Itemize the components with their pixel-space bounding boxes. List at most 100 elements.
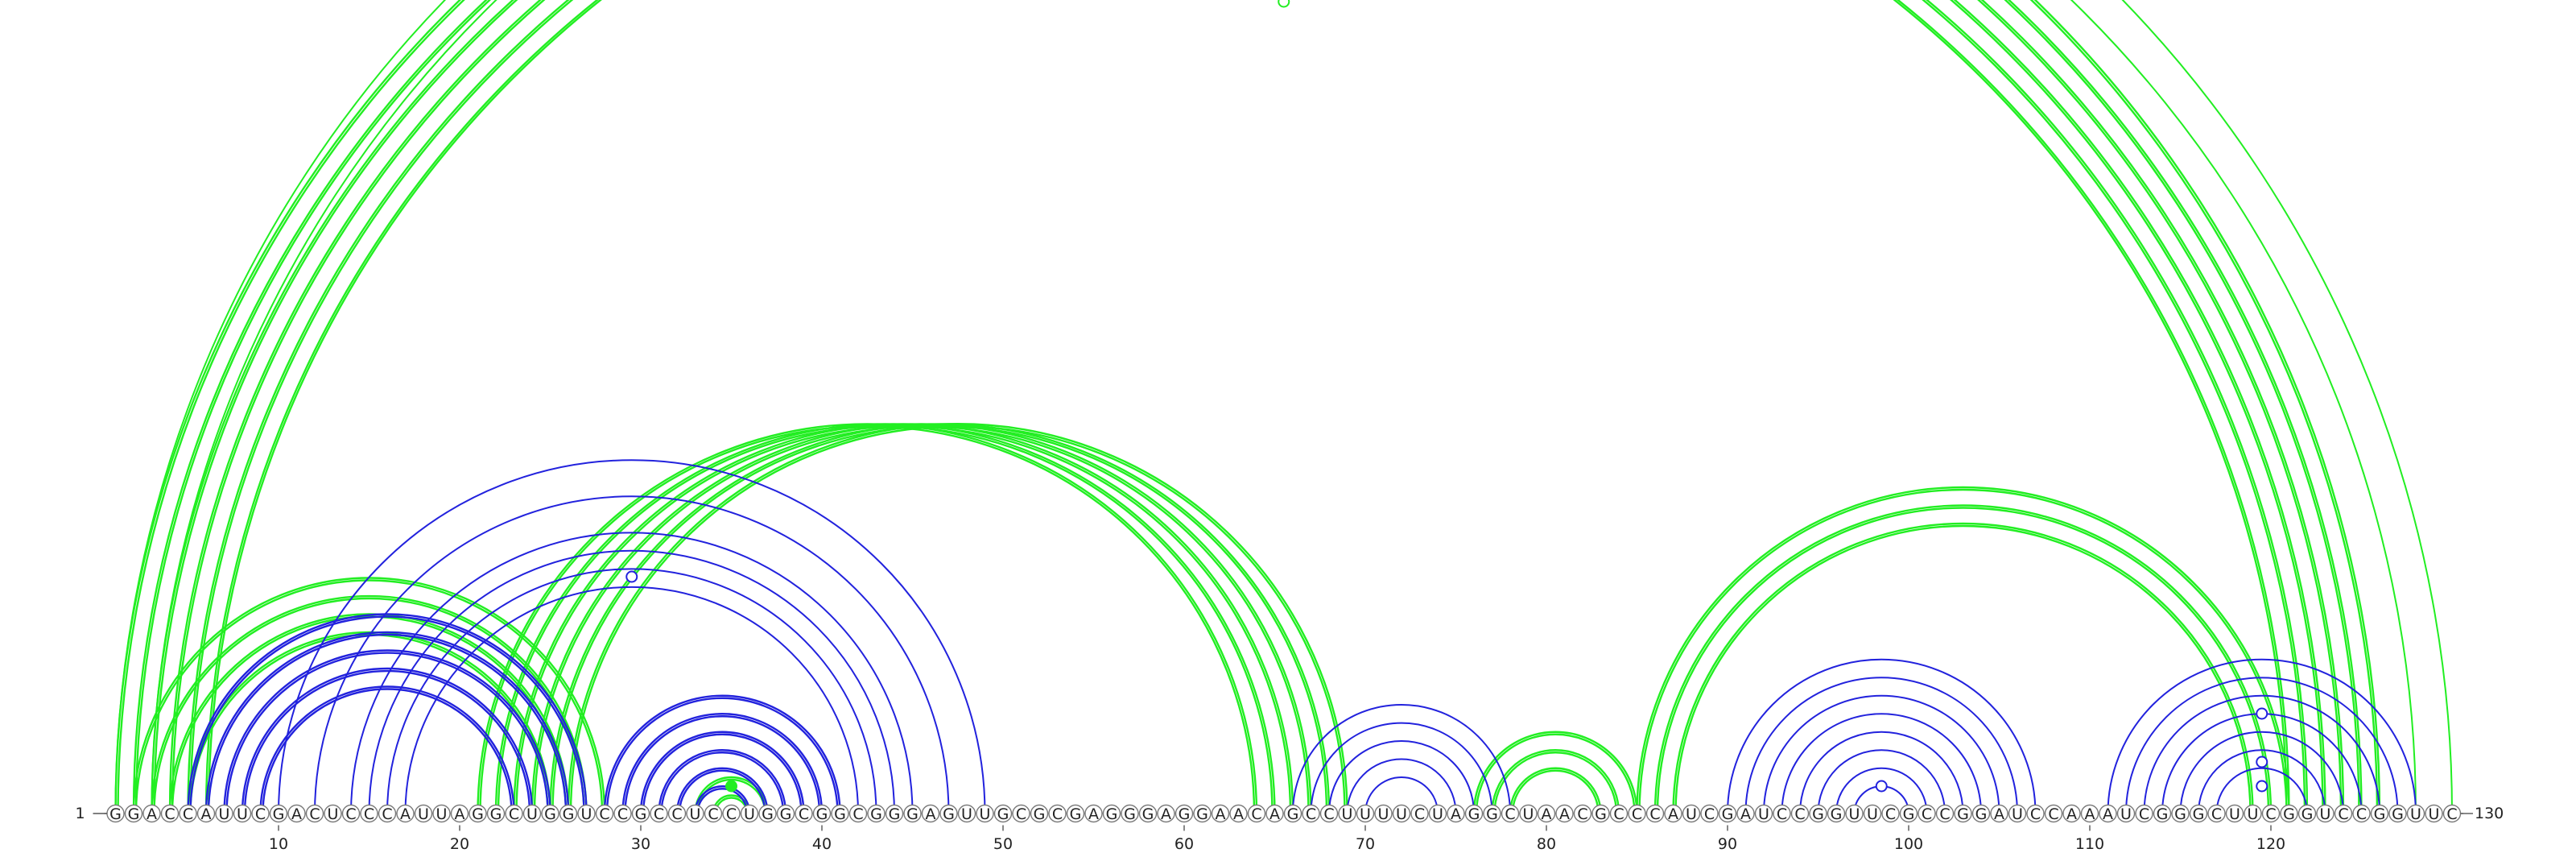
base-pair-arc-inner: [1656, 507, 2270, 814]
base-pair-arc: [1672, 522, 2254, 814]
nucleotide-circle: [1628, 804, 1646, 823]
nucleotide-letter: A: [400, 805, 411, 823]
base-pair-arc: [368, 549, 895, 814]
nucleotide-circle: [2280, 804, 2298, 823]
nucleotide-circle: [1338, 804, 1356, 823]
nucleotide-letter: U: [1849, 805, 1860, 823]
nucleotide-letter: G: [1903, 805, 1915, 823]
base-pair-arc-inner: [642, 733, 803, 814]
base-pair-arc-inner: [262, 688, 513, 814]
nucleotide-letter: U: [1523, 805, 1534, 823]
nucleotide-letter: U: [328, 805, 339, 823]
nucleotide-letter: C: [364, 805, 374, 823]
nucleotide: C: [1247, 804, 1266, 823]
nucleotide-circle: [1211, 804, 1230, 823]
nucleotide-circle: [1265, 804, 1284, 823]
nucleotide-letter: G: [635, 805, 647, 823]
nucleotide-letter: C: [382, 805, 392, 823]
nucleotide: G: [831, 804, 849, 823]
base-pair-arc: [1310, 722, 1493, 814]
nucleotide-circle: [577, 804, 596, 823]
nucleotide-circle: [414, 804, 433, 823]
nucleotide-letter: U: [1360, 805, 1371, 823]
base-pair-arc-inner: [134, 579, 604, 814]
base-pair-arc: [1328, 740, 1475, 814]
nucleotide-circle: [1084, 804, 1103, 823]
nucleotide-letter: A: [1740, 805, 1751, 823]
nucleotide-circle: [2370, 804, 2389, 823]
nucleotide: C: [667, 804, 687, 823]
nucleotide-letter: C: [2356, 805, 2367, 823]
base-pair-arc: [1835, 767, 1928, 814]
nucleotide-circle: [1773, 804, 1791, 823]
nucleotide: G: [885, 804, 904, 823]
nucleotide-letter: G: [1034, 805, 1046, 823]
nucleotide: G: [2153, 804, 2172, 823]
nucleotide-letter: C: [2211, 805, 2222, 823]
base-pair-arc: [187, 613, 588, 814]
base-pair-arc: [350, 532, 914, 814]
nucleotide: C: [2026, 804, 2045, 823]
nucleotide-letter: U: [961, 805, 972, 823]
nucleotide-letter: A: [291, 805, 302, 823]
nucleotide: C: [1410, 804, 1429, 823]
nucleotide: U: [740, 804, 759, 823]
nucleotide: C: [795, 804, 813, 823]
nucleotide: A: [1211, 804, 1230, 823]
nucleotide: C: [848, 804, 868, 823]
base-pair-arc: [1744, 677, 2018, 814]
nucleotide-letter: G: [1486, 805, 1498, 823]
nucleotide-letter: U: [1432, 805, 1443, 823]
nucleotide: A: [1664, 804, 1682, 823]
nucleotide-letter: C: [1794, 805, 1805, 823]
nucleotide-circle: [450, 804, 469, 823]
nucleotide-circle: [1573, 804, 1592, 823]
nucleotide: U: [1519, 804, 1538, 823]
base-pair-arc-inner: [189, 0, 2306, 814]
nucleotide-letter: G: [1831, 805, 1843, 823]
axis-tick-label: 120: [2256, 835, 2285, 853]
nucleotide-circle: [2135, 804, 2153, 823]
nucleotide-circle: [1102, 804, 1121, 823]
nucleotide: A: [2080, 804, 2099, 823]
base-pair-arc: [132, 0, 2363, 814]
nucleotide-letter: G: [1179, 805, 1191, 823]
nucleotide: G: [541, 804, 559, 823]
nucleotide-circle: [341, 804, 361, 823]
nucleotide: G: [106, 804, 125, 823]
nucleotide-letter: C: [183, 805, 193, 823]
base-pair-arc: [151, 0, 2345, 814]
nucleotide: C: [505, 804, 523, 823]
nucleotide-letter: G: [997, 805, 1009, 823]
base-pair-arc: [204, 0, 2290, 814]
nucleotide-letter: G: [273, 805, 285, 823]
nucleotide-circle: [1790, 804, 1810, 823]
nucleotide-circle: [1682, 804, 1701, 823]
nucleotide: G: [1971, 804, 1991, 823]
nucleotide: C: [650, 804, 668, 823]
nucleotide-letter: C: [2338, 805, 2348, 823]
nucleotide-circle: [1302, 804, 1320, 823]
nucleotide-circle: [2171, 804, 2190, 823]
nucleotide: G: [1809, 804, 1827, 823]
base-pair-arc: [603, 694, 841, 814]
base-pair-arc: [241, 667, 534, 814]
nucleotide-letter: C: [1939, 805, 1950, 823]
nucleotide-circle: [1392, 804, 1411, 823]
nucleotide-letter: C: [1505, 805, 1515, 823]
base-pair-arc-inner: [624, 715, 821, 814]
nucleotide: C: [1773, 804, 1791, 823]
axis-tick-label: 110: [2075, 835, 2104, 853]
axis-tick-label: 100: [1894, 835, 1923, 853]
nucleotide-circle: [1483, 804, 1501, 823]
nucleotide-circle: [2189, 804, 2208, 823]
nucleotide-letter: C: [1052, 805, 1063, 823]
nucleotide: G: [1138, 804, 1158, 823]
nucleotide-circle: [1247, 804, 1266, 823]
nucleotide-letter: U: [744, 805, 755, 823]
nucleotide-circle: [1283, 804, 1302, 823]
nucleotide-letter: G: [780, 805, 792, 823]
nucleotide-letter: C: [1306, 805, 1316, 823]
base-pair-arc-inner: [153, 0, 2343, 814]
